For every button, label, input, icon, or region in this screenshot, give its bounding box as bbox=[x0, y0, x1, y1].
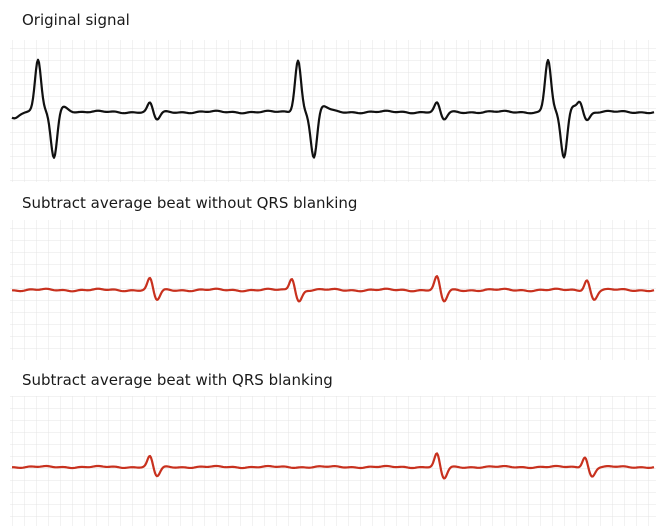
signal-trace bbox=[11, 275, 655, 303]
signal-trace bbox=[11, 58, 655, 159]
grid-paper bbox=[10, 396, 656, 526]
panel-title: Subtract average beat with QRS blanking bbox=[22, 371, 333, 389]
panel-title: Subtract average beat without QRS blanki… bbox=[22, 194, 357, 212]
panel-title: Original signal bbox=[22, 11, 130, 29]
signal-trace bbox=[11, 452, 655, 480]
